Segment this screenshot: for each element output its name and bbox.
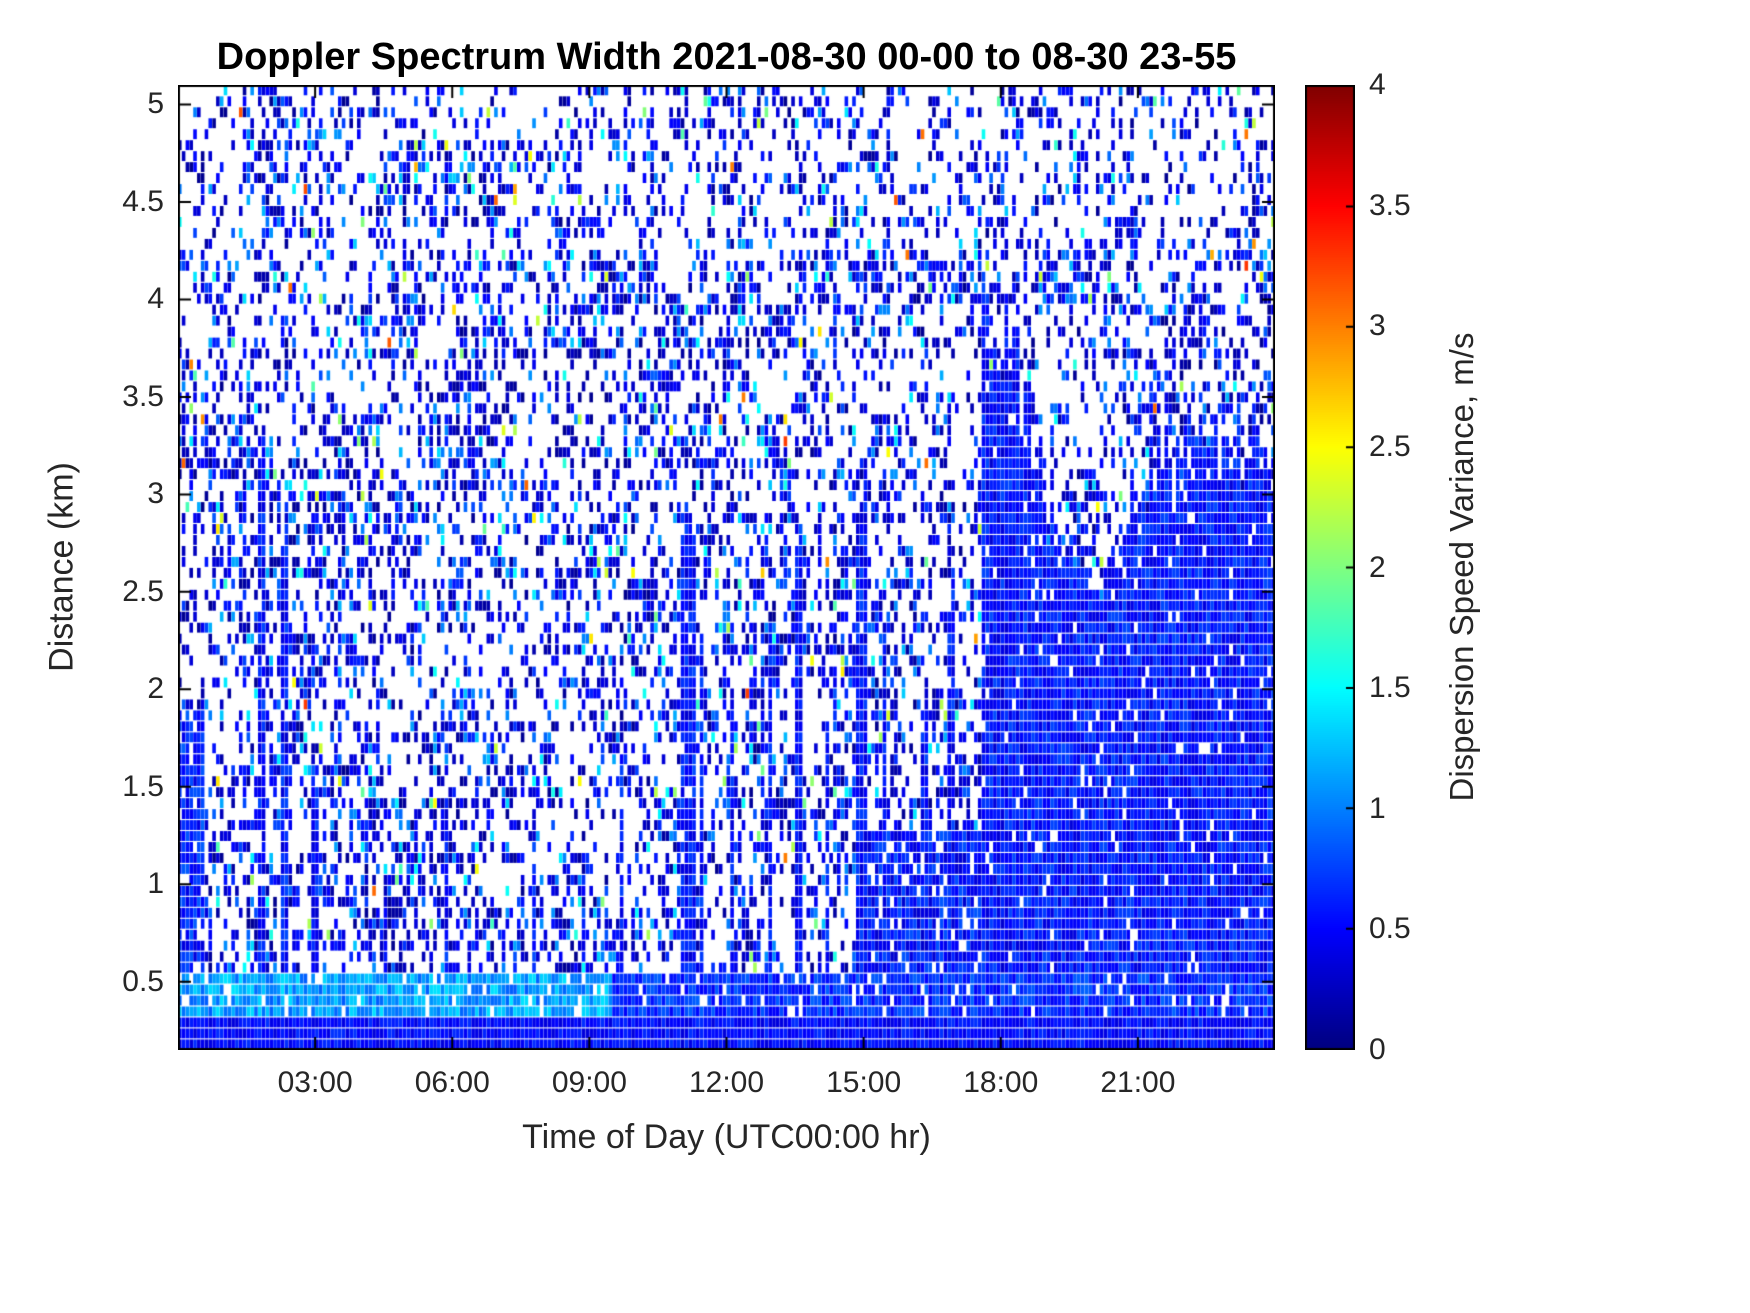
y-tick-label: 3 [147,477,164,511]
colorbar-tick-label: 1.5 [1369,671,1411,705]
y-tick-label: 3.5 [122,379,164,413]
x-tick-label: 03:00 [277,1066,353,1099]
x-tick-label: 06:00 [414,1066,490,1099]
colorbar-tick-label: 1 [1369,791,1386,825]
x-tick-label: 09:00 [551,1066,627,1099]
y-tick-label: 0.5 [122,964,164,998]
chart-title: Doppler Spectrum Width 2021-08-30 00-00 … [216,36,1237,78]
x-tick-label: 15:00 [826,1066,902,1099]
y-tick-label: 1 [147,867,164,901]
colorbar-tick-label: 2 [1369,550,1386,584]
colorbar [1305,85,1355,1050]
y-tick-label: 4 [147,282,164,316]
y-tick-label: 2 [147,672,164,706]
y-axis-label: Distance (km) [42,462,81,672]
y-tick-label: 1.5 [122,769,164,803]
colorbar-tick-label: 3.5 [1369,188,1411,222]
colorbar-tick-label: 4 [1369,68,1386,101]
heatmap-plot-area [178,85,1275,1050]
x-tick-label: 21:00 [1100,1066,1176,1099]
colorbar-label: Dispersion Speed Variance, m/s [1443,332,1480,802]
x-tick-label: 18:00 [963,1066,1039,1099]
y-tick-label: 4.5 [122,184,164,218]
colorbar-tick-label: 0.5 [1369,912,1411,946]
x-axis-label: Time of Day (UTC00:00 hr) [522,1118,931,1156]
y-tick-label: 5 [147,87,164,121]
colorbar-tick-label: 2.5 [1369,429,1411,463]
x-tick-label: 12:00 [688,1066,765,1099]
y-tick-label: 2.5 [122,574,164,608]
colorbar-tick-label: 0 [1369,1033,1386,1066]
colorbar-tick-label: 3 [1369,309,1386,343]
